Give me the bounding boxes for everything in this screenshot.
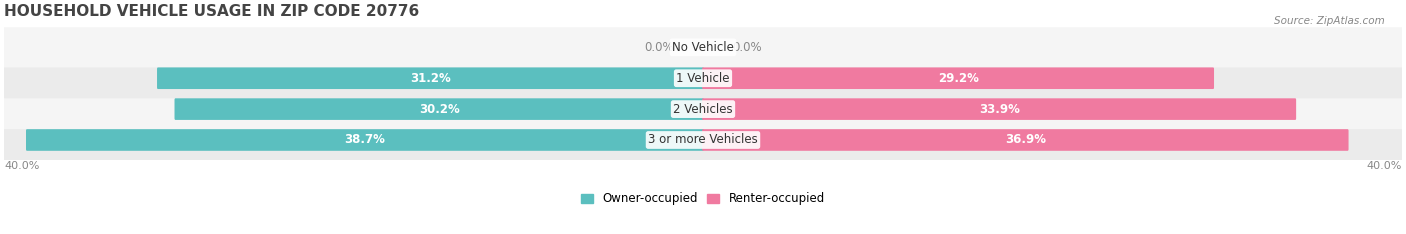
Text: HOUSEHOLD VEHICLE USAGE IN ZIP CODE 20776: HOUSEHOLD VEHICLE USAGE IN ZIP CODE 2077…	[4, 4, 419, 19]
Text: 31.2%: 31.2%	[411, 72, 451, 85]
FancyBboxPatch shape	[702, 67, 1213, 89]
Text: No Vehicle: No Vehicle	[672, 41, 734, 54]
FancyBboxPatch shape	[25, 129, 704, 151]
Text: 30.2%: 30.2%	[419, 102, 460, 116]
FancyBboxPatch shape	[1, 27, 1405, 67]
Text: 40.0%: 40.0%	[4, 161, 39, 171]
Text: 0.0%: 0.0%	[733, 41, 762, 54]
Text: 29.2%: 29.2%	[938, 72, 979, 85]
Text: Source: ZipAtlas.com: Source: ZipAtlas.com	[1274, 16, 1385, 26]
Legend: Owner-occupied, Renter-occupied: Owner-occupied, Renter-occupied	[576, 187, 830, 210]
Text: 2 Vehicles: 2 Vehicles	[673, 102, 733, 116]
FancyBboxPatch shape	[174, 98, 704, 120]
FancyBboxPatch shape	[1, 89, 1405, 129]
FancyBboxPatch shape	[1, 58, 1405, 98]
Text: 40.0%: 40.0%	[1367, 161, 1402, 171]
FancyBboxPatch shape	[157, 67, 704, 89]
Text: 1 Vehicle: 1 Vehicle	[676, 72, 730, 85]
FancyBboxPatch shape	[1, 120, 1405, 160]
Text: 36.9%: 36.9%	[1005, 133, 1046, 146]
FancyBboxPatch shape	[702, 129, 1348, 151]
FancyBboxPatch shape	[702, 98, 1296, 120]
Text: 38.7%: 38.7%	[344, 133, 385, 146]
Text: 3 or more Vehicles: 3 or more Vehicles	[648, 133, 758, 146]
Text: 0.0%: 0.0%	[644, 41, 673, 54]
Text: 33.9%: 33.9%	[979, 102, 1019, 116]
